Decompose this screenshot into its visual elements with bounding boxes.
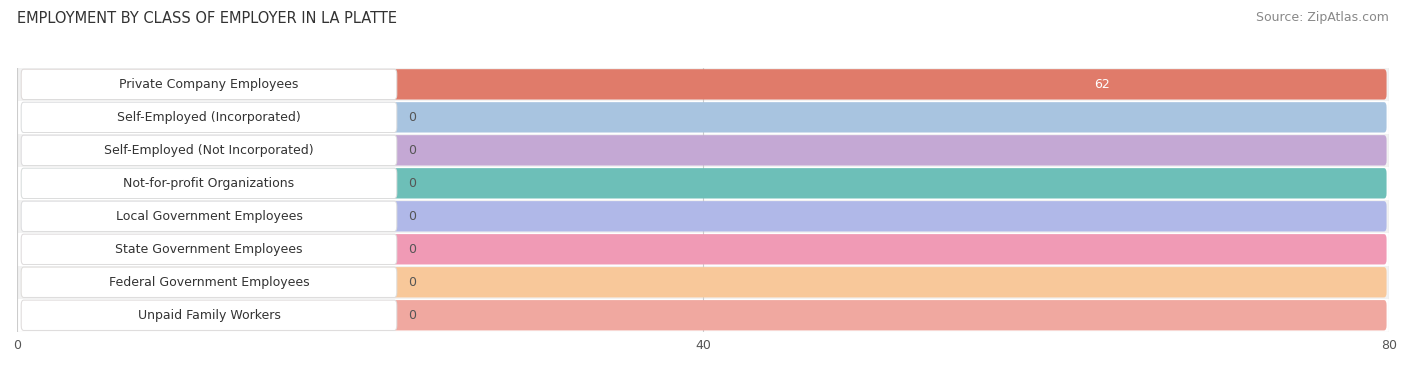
Text: Unpaid Family Workers: Unpaid Family Workers xyxy=(138,309,280,322)
FancyBboxPatch shape xyxy=(21,300,396,330)
Text: 0: 0 xyxy=(408,276,416,289)
FancyBboxPatch shape xyxy=(21,102,396,133)
Bar xyxy=(17,134,1389,167)
Bar xyxy=(17,200,1389,233)
Bar xyxy=(17,266,1389,299)
FancyBboxPatch shape xyxy=(21,234,396,265)
Text: State Government Employees: State Government Employees xyxy=(115,243,302,256)
FancyBboxPatch shape xyxy=(21,201,396,231)
Text: 0: 0 xyxy=(408,243,416,256)
FancyBboxPatch shape xyxy=(21,267,1386,297)
FancyBboxPatch shape xyxy=(21,234,1386,265)
FancyBboxPatch shape xyxy=(21,69,1386,100)
Text: 0: 0 xyxy=(408,177,416,190)
Text: Local Government Employees: Local Government Employees xyxy=(115,210,302,223)
FancyBboxPatch shape xyxy=(21,69,396,100)
FancyBboxPatch shape xyxy=(21,135,396,166)
FancyBboxPatch shape xyxy=(21,267,396,297)
Bar xyxy=(17,233,1389,266)
Bar xyxy=(17,68,1389,101)
Text: Not-for-profit Organizations: Not-for-profit Organizations xyxy=(124,177,294,190)
FancyBboxPatch shape xyxy=(21,168,1386,199)
Text: 0: 0 xyxy=(408,111,416,124)
FancyBboxPatch shape xyxy=(21,201,1386,231)
Text: EMPLOYMENT BY CLASS OF EMPLOYER IN LA PLATTE: EMPLOYMENT BY CLASS OF EMPLOYER IN LA PL… xyxy=(17,11,396,26)
Text: Self-Employed (Not Incorporated): Self-Employed (Not Incorporated) xyxy=(104,144,314,157)
Bar xyxy=(17,167,1389,200)
Text: 0: 0 xyxy=(408,309,416,322)
Text: Federal Government Employees: Federal Government Employees xyxy=(108,276,309,289)
Text: Self-Employed (Incorporated): Self-Employed (Incorporated) xyxy=(117,111,301,124)
FancyBboxPatch shape xyxy=(21,300,1386,330)
FancyBboxPatch shape xyxy=(21,102,1386,133)
Text: 0: 0 xyxy=(408,144,416,157)
FancyBboxPatch shape xyxy=(21,135,1386,166)
FancyBboxPatch shape xyxy=(21,168,396,199)
Text: Private Company Employees: Private Company Employees xyxy=(120,78,298,91)
Text: 62: 62 xyxy=(1094,78,1109,91)
Text: 0: 0 xyxy=(408,210,416,223)
Text: Source: ZipAtlas.com: Source: ZipAtlas.com xyxy=(1256,11,1389,24)
Bar xyxy=(17,101,1389,134)
Bar xyxy=(17,299,1389,332)
